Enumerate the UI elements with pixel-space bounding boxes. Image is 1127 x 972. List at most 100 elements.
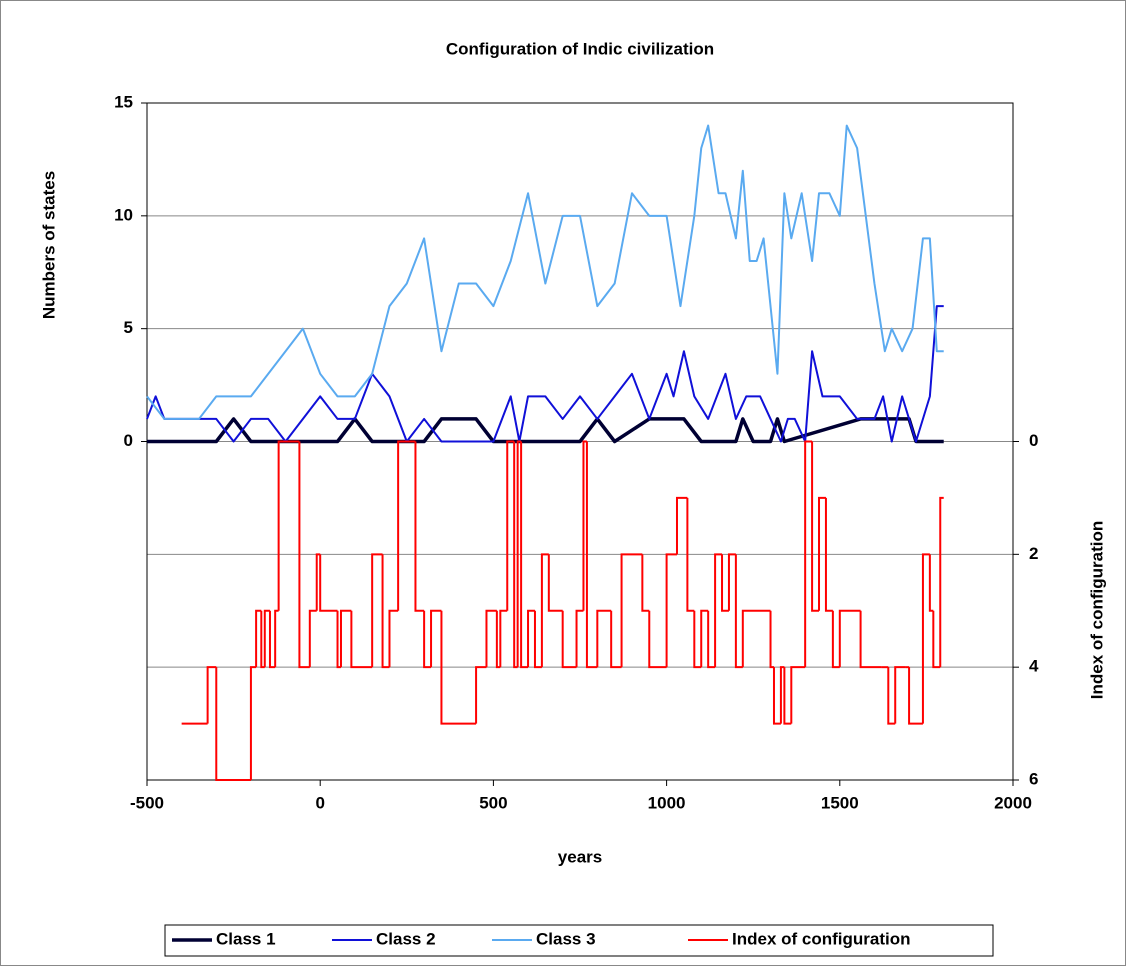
step-segment bbox=[268, 610, 276, 669]
step-segment bbox=[206, 666, 217, 724]
step-segment bbox=[561, 610, 577, 669]
step-segment bbox=[495, 610, 501, 669]
step-segment bbox=[371, 553, 383, 668]
legend-box bbox=[164, 924, 994, 957]
step-segment bbox=[610, 610, 622, 669]
step-segment bbox=[686, 497, 695, 612]
step-segment bbox=[585, 441, 598, 669]
step-segment bbox=[772, 667, 781, 725]
step-segment bbox=[423, 610, 432, 669]
y2-axis-title: Index of configuration bbox=[1087, 521, 1106, 700]
step-segment bbox=[513, 441, 518, 669]
step-segment bbox=[430, 609, 442, 668]
y-tick-label: 0 bbox=[124, 431, 133, 450]
step-segment bbox=[255, 609, 262, 668]
step-segment bbox=[675, 496, 688, 555]
step-segment bbox=[641, 554, 650, 612]
step-segment bbox=[790, 666, 806, 724]
y2-tick-label: 0 bbox=[1029, 431, 1038, 450]
step-segment bbox=[811, 441, 820, 612]
step-segment bbox=[527, 609, 535, 668]
step-segment bbox=[727, 553, 736, 611]
step-segment bbox=[921, 553, 930, 724]
step-segment bbox=[298, 441, 310, 669]
step-segment bbox=[547, 554, 563, 612]
step-segment bbox=[779, 666, 785, 724]
step-segment bbox=[769, 610, 774, 669]
step-segment bbox=[721, 554, 729, 612]
step-segment bbox=[693, 610, 702, 669]
x-tick-label: -500 bbox=[130, 793, 164, 812]
step-segment bbox=[575, 609, 584, 668]
step-segment bbox=[734, 554, 743, 669]
step-segment bbox=[741, 609, 771, 668]
step-segment bbox=[707, 610, 716, 669]
step-segment bbox=[824, 497, 833, 612]
y2-tick-label: 2 bbox=[1029, 544, 1038, 563]
step-segment bbox=[939, 496, 944, 668]
x-tick-label: 1000 bbox=[648, 793, 686, 812]
step-segment bbox=[263, 609, 270, 668]
y-axis-title: Numbers of states bbox=[39, 171, 58, 319]
step-segment bbox=[516, 440, 522, 668]
step-segment bbox=[440, 610, 477, 725]
x-tick-label: 0 bbox=[315, 793, 324, 812]
step-segment bbox=[249, 666, 257, 780]
step-segment bbox=[388, 609, 399, 668]
step-segment bbox=[620, 553, 643, 668]
y-tick-label: 10 bbox=[114, 205, 133, 224]
chart-title: Configuration of Indic civilization bbox=[446, 39, 714, 58]
y-tick-label: 5 bbox=[124, 318, 133, 337]
legend-label: Class 1 bbox=[216, 929, 276, 948]
x-tick-label: 500 bbox=[479, 793, 507, 812]
step-segment bbox=[350, 610, 373, 669]
legend-label: Class 3 bbox=[536, 929, 596, 948]
step-segment bbox=[540, 553, 549, 668]
step-segment bbox=[336, 610, 341, 669]
step-segment bbox=[215, 667, 251, 781]
series-line bbox=[147, 417, 944, 444]
step-segment bbox=[783, 667, 792, 725]
step-segment bbox=[381, 554, 390, 669]
x-axis-title: years bbox=[558, 847, 602, 866]
step-segment bbox=[932, 610, 941, 669]
x-tick-label: 1500 bbox=[821, 793, 859, 812]
legend-label: Index of configuration bbox=[732, 929, 911, 948]
step-segment bbox=[831, 610, 840, 669]
step-segment bbox=[714, 553, 723, 668]
step-segment bbox=[414, 441, 425, 612]
y2-tick-label: 4 bbox=[1029, 657, 1039, 676]
step-segment bbox=[499, 609, 508, 668]
legend-label: Class 2 bbox=[376, 929, 436, 948]
step-segment bbox=[308, 609, 317, 668]
step-segment bbox=[665, 553, 677, 668]
step-segment bbox=[260, 610, 265, 669]
series-line bbox=[146, 124, 944, 420]
step-segment bbox=[596, 609, 612, 668]
step-segment bbox=[838, 609, 861, 668]
step-segment bbox=[700, 609, 709, 668]
y2-tick-label: 6 bbox=[1029, 769, 1038, 788]
step-segment bbox=[533, 610, 542, 669]
step-segment bbox=[648, 610, 667, 669]
step-segment bbox=[274, 609, 279, 668]
step-segment bbox=[277, 440, 300, 611]
step-segment bbox=[894, 666, 906, 724]
series-line bbox=[146, 305, 944, 443]
step-segment bbox=[315, 553, 321, 611]
step-segment bbox=[818, 496, 826, 611]
step-segment bbox=[804, 440, 813, 668]
step-segment bbox=[506, 440, 515, 611]
y-tick-label: 15 bbox=[114, 92, 133, 111]
step-segment bbox=[319, 554, 338, 612]
step-segment bbox=[397, 440, 416, 611]
step-segment bbox=[485, 609, 497, 668]
step-segment bbox=[475, 666, 487, 724]
step-segment bbox=[908, 667, 923, 725]
step-segment bbox=[859, 610, 882, 669]
step-segment bbox=[928, 554, 934, 612]
x-tick-label: 2000 bbox=[994, 793, 1032, 812]
step-segment bbox=[339, 609, 352, 668]
